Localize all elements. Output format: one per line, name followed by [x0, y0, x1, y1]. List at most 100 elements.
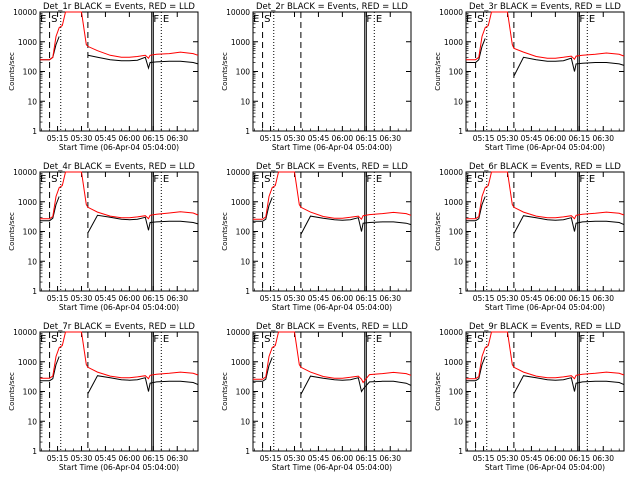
x-tick-label: 06:15: [356, 134, 378, 143]
x-tick-label: 06:00: [545, 134, 567, 143]
x-axis-label: Start Time (06-Apr-04 05:04:00): [485, 463, 605, 472]
panel-title: Det_9r BLACK = Events, RED = LLD: [469, 322, 621, 332]
x-tick-label: 06:00: [545, 454, 567, 463]
flag-label: S: [264, 334, 270, 345]
x-tick-label: 06:15: [569, 134, 591, 143]
plot-frame: [465, 11, 625, 132]
y-tick-label: 100: [236, 228, 251, 237]
x-tick-label: 06:30: [379, 294, 401, 303]
flag-label: S: [477, 14, 483, 25]
flag-label: F: [579, 334, 585, 345]
x-tick-label: 05:15: [47, 294, 69, 303]
y-tick-label: 10: [27, 417, 37, 426]
y-tick-label: 100: [23, 388, 38, 397]
y-axis-label: Counts/sec: [8, 212, 16, 251]
x-tick-label: 05:30: [71, 454, 93, 463]
panel-title: Det_7r BLACK = Events, RED = LLD: [43, 322, 195, 332]
flag-label: E: [253, 174, 259, 185]
y-axis-label: Counts/sec: [8, 52, 16, 91]
flag-label: F: [153, 334, 159, 345]
flag-label: F: [579, 174, 585, 185]
x-tick-label: 06:15: [143, 134, 165, 143]
x-tick-label: 06:30: [592, 294, 614, 303]
y-tick-label: 1000: [231, 38, 250, 47]
flag-label: E: [40, 174, 46, 185]
y-axis-label: Counts/sec: [434, 212, 442, 251]
panel-title: Det_5r BLACK = Events, RED = LLD: [256, 162, 408, 172]
series-line-lld: [40, 331, 199, 380]
x-tick-label: 06:30: [166, 134, 188, 143]
x-tick-label: 05:45: [521, 454, 543, 463]
y-tick-label: 10: [240, 97, 250, 106]
y-tick-label: 10: [453, 257, 463, 266]
series-line-events: [253, 357, 273, 382]
panel-det-5r: Det_5r BLACK = Events, RED = LLD 1 10 100 10…: [221, 162, 412, 312]
plot-frame: [252, 331, 412, 452]
y-tick-label: 10000: [439, 328, 463, 337]
x-tick-label: 05:45: [95, 134, 117, 143]
x-tick-label: 05:30: [497, 454, 519, 463]
flag-label: S: [51, 14, 57, 25]
y-tick-label: 100: [449, 68, 464, 77]
flag-label: E: [466, 334, 472, 345]
y-tick-label: 10000: [439, 168, 463, 177]
flag-label: E: [376, 14, 382, 25]
x-tick-label: 06:00: [119, 294, 141, 303]
flag-label: E: [589, 174, 595, 185]
flag-label: F: [153, 14, 159, 25]
y-tick-label: 1000: [231, 198, 250, 207]
y-tick-label: 1000: [444, 38, 463, 47]
y-tick-label: 1: [245, 127, 250, 136]
series-line-events: [466, 356, 486, 382]
x-tick-label: 06:30: [592, 454, 614, 463]
y-axis-label: Counts/sec: [8, 372, 16, 411]
panel-det-2r: Det_2r BLACK = Events, RED = LLD 1 10 100 10…: [221, 2, 412, 152]
x-tick-label: 06:15: [356, 454, 378, 463]
y-tick-label: 1: [32, 127, 37, 136]
flag-label: E: [40, 334, 46, 345]
y-tick-label: 1000: [444, 358, 463, 367]
x-tick-label: 06:15: [569, 454, 591, 463]
x-tick-label: 06:15: [143, 454, 165, 463]
y-axis-label: Counts/sec: [434, 52, 442, 91]
x-axis-label: Start Time (06-Apr-04 05:04:00): [272, 463, 392, 472]
series-line-events: [513, 215, 625, 234]
x-tick-label: 05:45: [95, 454, 117, 463]
y-tick-label: 1000: [18, 38, 37, 47]
y-tick-label: 10000: [226, 328, 250, 337]
flag-label: E: [466, 14, 472, 25]
x-tick-label: 06:15: [143, 294, 165, 303]
x-tick-label: 05:15: [47, 454, 69, 463]
panel-det-1r: Det_1r BLACK = Events, RED = LLD 1 10 100 10…: [8, 2, 199, 152]
x-tick-label: 06:00: [545, 294, 567, 303]
flag-label: E: [589, 14, 595, 25]
x-tick-label: 05:30: [284, 134, 306, 143]
x-tick-label: 05:30: [284, 294, 306, 303]
y-tick-label: 10000: [13, 168, 37, 177]
y-tick-label: 1: [32, 287, 37, 296]
x-tick-label: 05:30: [497, 134, 519, 143]
x-tick-label: 05:15: [260, 294, 282, 303]
y-tick-label: 10: [240, 257, 250, 266]
y-tick-label: 100: [23, 228, 38, 237]
flag-label: E: [376, 334, 382, 345]
y-tick-label: 10000: [13, 328, 37, 337]
series-line-lld: [466, 331, 625, 380]
series-line-lld: [466, 11, 625, 61]
series-line-events: [466, 196, 486, 222]
panel-det-8r: Det_8r BLACK = Events, RED = LLD 1 10 100 10…: [221, 322, 412, 472]
flag-label: E: [163, 14, 169, 25]
flag-label: F: [366, 334, 372, 345]
plot-frame: [252, 11, 412, 132]
x-axis-label: Start Time (06-Apr-04 05:04:00): [272, 303, 392, 312]
series-line-events: [513, 56, 625, 77]
y-tick-label: 100: [236, 68, 251, 77]
y-tick-label: 100: [449, 228, 464, 237]
series-line-events: [40, 196, 60, 222]
panel-det-9r: Det_9r BLACK = Events, RED = LLD 1 10 100 10…: [434, 322, 625, 472]
x-tick-label: 06:30: [379, 134, 401, 143]
x-axis-label: Start Time (06-Apr-04 05:04:00): [59, 463, 179, 472]
y-tick-label: 10: [27, 97, 37, 106]
y-tick-label: 1: [458, 447, 463, 456]
x-tick-label: 05:15: [473, 134, 495, 143]
